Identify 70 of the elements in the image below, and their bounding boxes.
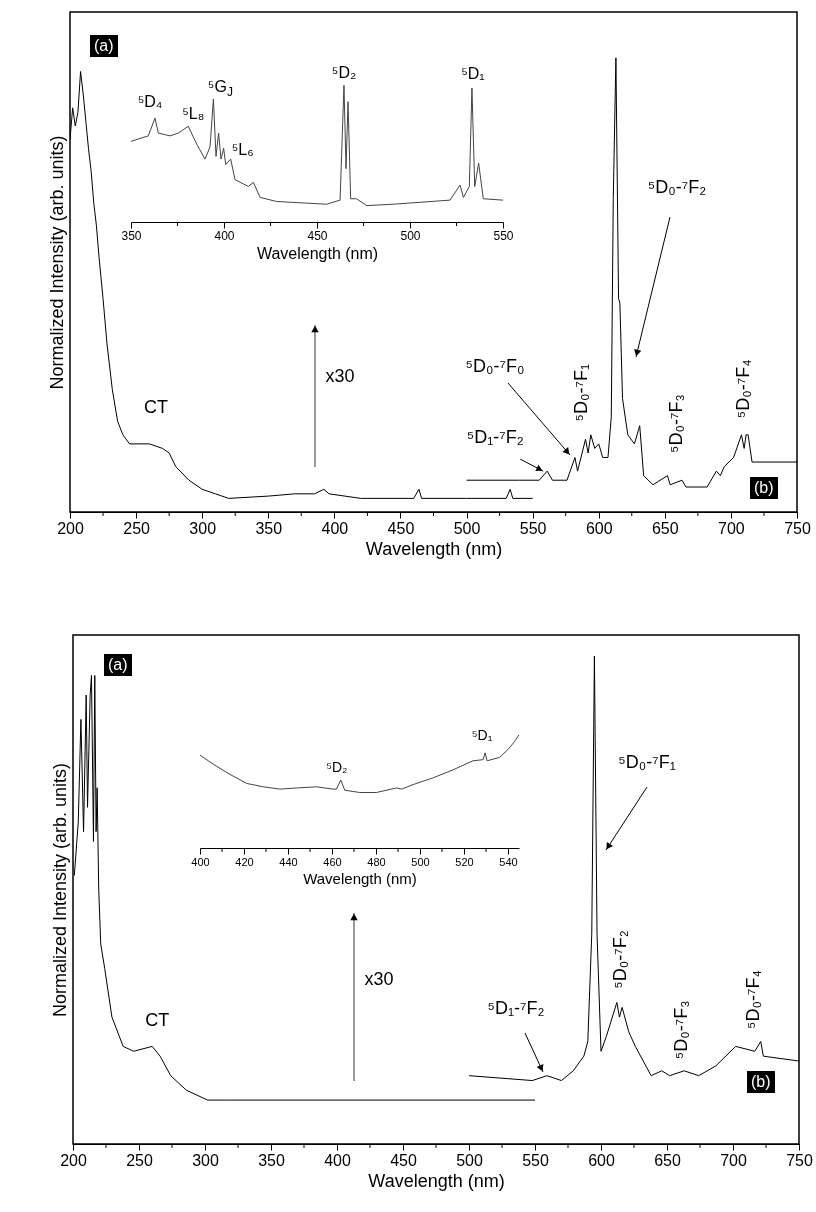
x-tick-label: 500	[456, 1151, 483, 1169]
x-tick-label: 700	[720, 1151, 747, 1169]
x-tick-label: 420	[235, 855, 254, 868]
annotation: ⁵D₀-⁷F₁	[571, 364, 592, 422]
x-tick-label: 200	[60, 1151, 87, 1169]
text: (a)	[90, 35, 118, 57]
x-tick-label: 550	[522, 1151, 549, 1169]
x-tick-label: 350	[255, 519, 283, 537]
annotation: ⁵D₁-⁷F₂	[466, 427, 524, 448]
annotation: CT	[143, 396, 168, 417]
annotation: ⁵D₀-⁷F₁	[618, 752, 676, 772]
x-tick-label: 650	[654, 1151, 681, 1169]
x-tick-label: 400	[321, 519, 349, 537]
x-tick-label: 450	[390, 1151, 417, 1169]
annotation: ⁵D₂	[326, 759, 348, 776]
annotation: ⁵D₀-⁷F₃	[670, 1000, 691, 1060]
x-tick-label: 540	[499, 855, 518, 868]
x-tick-label: 300	[189, 519, 217, 537]
annotation: ⁵L₆	[231, 141, 254, 159]
x-tick-label: 400	[214, 228, 235, 243]
x-tick-label: 200	[57, 519, 84, 537]
x-tick-label: 500	[411, 855, 430, 868]
x-tick-label: 600	[585, 519, 613, 537]
x-axis-title: Wavelength (nm)	[303, 869, 417, 887]
x-tick-label: 400	[191, 855, 210, 868]
annotation: ⁵D₁-⁷F₂	[487, 998, 545, 1018]
x-tick-label: 750	[784, 519, 811, 537]
annotation: ⁵D₂	[331, 64, 357, 82]
annotation: x30	[364, 969, 394, 989]
annotation: ⁵D₀-⁷F₀	[465, 356, 525, 376]
annotation: ⁵D₄	[137, 93, 163, 111]
annotation: ⁵D₀-⁷F₂	[609, 930, 630, 989]
x-tick-label: 450	[387, 519, 415, 537]
annotation: ⁵D₀-⁷F₄	[742, 970, 763, 1029]
x-tick-label: 750	[786, 1151, 813, 1169]
x-tick-label: 350	[121, 228, 142, 243]
x-tick-label: 460	[323, 855, 342, 868]
x-tick-label: 250	[123, 519, 151, 537]
annotation: (a)	[104, 654, 132, 676]
annotation: x30	[325, 366, 355, 386]
x-tick-label: 650	[651, 519, 679, 537]
x-tick-label: 400	[324, 1151, 351, 1169]
annotation: ⁵L₈	[182, 105, 205, 123]
x-tick-label: 500	[453, 519, 481, 537]
annotation: ⁵G$_{J}$	[207, 77, 233, 99]
x-tick-label: 300	[192, 1151, 219, 1169]
x-tick-label: 480	[367, 855, 386, 868]
x-tick-label: 500	[400, 228, 421, 243]
x-axis-title: Wavelength (nm)	[368, 1170, 505, 1191]
x-tick-label: 550	[493, 228, 514, 243]
x-tick-label: 550	[519, 519, 547, 537]
x-tick-label: 700	[718, 519, 745, 537]
x-tick-label: 440	[279, 855, 298, 868]
x-tick-label: 600	[588, 1151, 615, 1169]
annotation: ⁵D₀-⁷F₄	[733, 359, 754, 419]
x-tick-label: 350	[258, 1151, 285, 1169]
annotation: ⁵D₀-⁷F₂	[647, 177, 707, 197]
annotation: (b)	[747, 1071, 775, 1093]
annotation: ⁵D₀-⁷F₃	[666, 394, 687, 454]
x-tick-label: 450	[307, 228, 328, 243]
annotation: CT	[145, 1010, 170, 1031]
x-tick-label: 250	[126, 1151, 153, 1169]
annotation: ⁵D₁	[461, 65, 485, 83]
y-axis-title: Normalized Intensity (arb. units)	[49, 762, 70, 1018]
y-axis-title: Normalized Intensity (arb. units)	[46, 135, 67, 390]
annotation: ⁵D₁	[471, 726, 493, 743]
x-tick-label: 520	[455, 855, 474, 868]
x-axis-title: Wavelength (nm)	[256, 244, 379, 262]
x-axis-title: Wavelength (nm)	[365, 538, 503, 559]
annotation: (b)	[750, 477, 778, 499]
